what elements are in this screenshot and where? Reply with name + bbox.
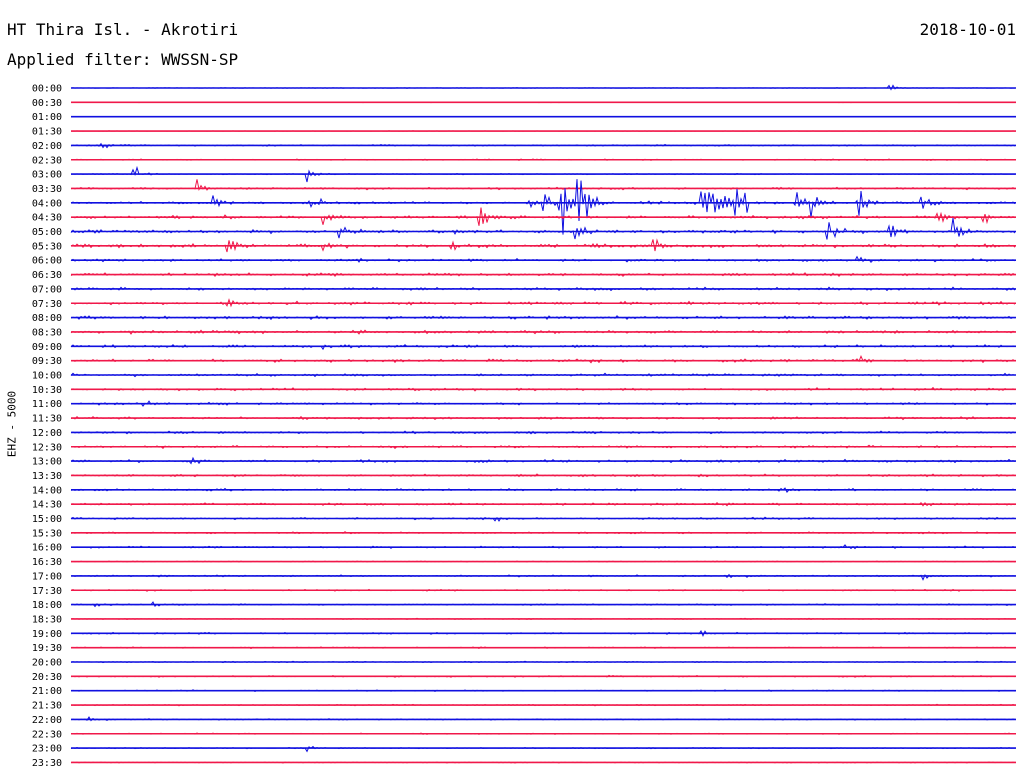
row-time-label: 15:30 bbox=[32, 528, 62, 539]
row-time-label: 03:00 bbox=[32, 170, 62, 181]
row-time-label: 05:00 bbox=[32, 227, 62, 238]
row-time-label: 03:30 bbox=[32, 184, 62, 195]
row-time-label: 20:30 bbox=[32, 672, 62, 683]
row-time-label: 09:30 bbox=[32, 356, 62, 367]
row-time-label: 02:30 bbox=[32, 155, 62, 166]
row-time-label: 06:00 bbox=[32, 256, 62, 267]
plot-date: 2018-10-01 bbox=[919, 20, 1016, 39]
row-time-label: 18:00 bbox=[32, 600, 62, 611]
row-time-label: 07:30 bbox=[32, 299, 62, 310]
trace-line bbox=[70, 355, 1016, 364]
row-time-label: 21:00 bbox=[32, 686, 62, 697]
row-time-label: 10:00 bbox=[32, 371, 62, 382]
trace-layer bbox=[70, 84, 1016, 764]
row-time-label: 21:30 bbox=[32, 701, 62, 712]
row-time-label: 14:30 bbox=[32, 500, 62, 511]
row-time-label: 18:30 bbox=[32, 614, 62, 625]
row-time-label: 19:30 bbox=[32, 643, 62, 654]
row-time-label: 08:00 bbox=[32, 313, 62, 324]
row-time-label: 02:00 bbox=[32, 141, 62, 152]
row-time-label: 23:00 bbox=[32, 744, 62, 755]
row-time-label: 11:30 bbox=[32, 414, 62, 425]
row-time-label: 22:00 bbox=[32, 715, 62, 726]
row-time-label: 13:30 bbox=[32, 471, 62, 482]
row-time-label: 05:30 bbox=[32, 241, 62, 252]
station-title: HT Thira Isl. - Akrotiri bbox=[7, 20, 239, 39]
row-time-label: 00:30 bbox=[32, 98, 62, 109]
row-time-label: 22:30 bbox=[32, 729, 62, 740]
row-time-label: 09:00 bbox=[32, 342, 62, 353]
tick-label-layer: 00:00 00:30 01:00 01:30 02:00 02:30 03:00 03:30… bbox=[32, 84, 62, 769]
filter-label: Applied filter: WWSSN-SP bbox=[7, 50, 239, 69]
row-time-label: 12:00 bbox=[32, 428, 62, 439]
row-time-label: 17:30 bbox=[32, 586, 62, 597]
row-time-label: 15:00 bbox=[32, 514, 62, 525]
row-time-label: 17:00 bbox=[32, 571, 62, 582]
row-time-label: 08:30 bbox=[32, 327, 62, 338]
row-time-label: 13:00 bbox=[32, 457, 62, 468]
row-time-label: 20:00 bbox=[32, 658, 62, 669]
row-time-label: 06:30 bbox=[32, 270, 62, 281]
row-time-label: 07:00 bbox=[32, 284, 62, 295]
row-time-label: 00:00 bbox=[32, 84, 62, 95]
row-time-label: 19:00 bbox=[32, 629, 62, 640]
row-time-label: 14:00 bbox=[32, 485, 62, 496]
row-time-label: 23:30 bbox=[32, 758, 62, 769]
trace-line bbox=[70, 179, 1016, 235]
trace-line bbox=[70, 218, 1016, 240]
row-time-label: 01:30 bbox=[32, 127, 62, 138]
row-time-label: 04:00 bbox=[32, 198, 62, 209]
row-time-label: 16:30 bbox=[32, 557, 62, 568]
row-time-label: 01:00 bbox=[32, 112, 62, 123]
row-time-label: 12:30 bbox=[32, 442, 62, 453]
row-time-label: 16:00 bbox=[32, 543, 62, 554]
row-time-label: 10:30 bbox=[32, 385, 62, 396]
row-time-label: 11:00 bbox=[32, 399, 62, 410]
row-time-label: 04:30 bbox=[32, 213, 62, 224]
